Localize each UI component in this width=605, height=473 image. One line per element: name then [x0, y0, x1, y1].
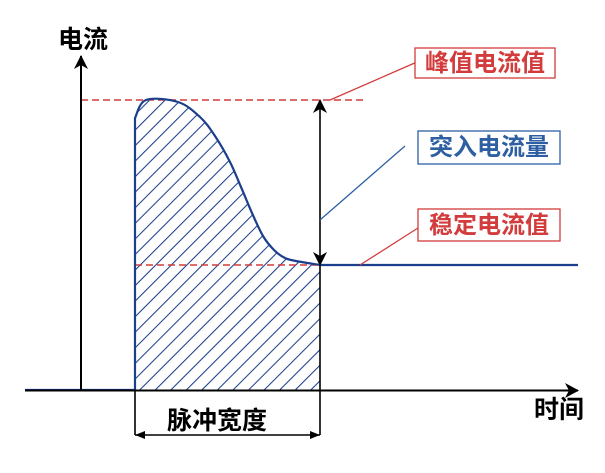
svg-text:时间: 时间: [534, 390, 584, 426]
svg-text:突入电流量: 突入电流量: [429, 127, 549, 162]
svg-text:脉冲宽度: 脉冲宽度: [167, 401, 267, 437]
svg-text:电流: 电流: [58, 20, 108, 56]
svg-text:稳定电流值: 稳定电流值: [429, 205, 549, 240]
svg-text:峰值电流值: 峰值电流值: [425, 43, 545, 78]
